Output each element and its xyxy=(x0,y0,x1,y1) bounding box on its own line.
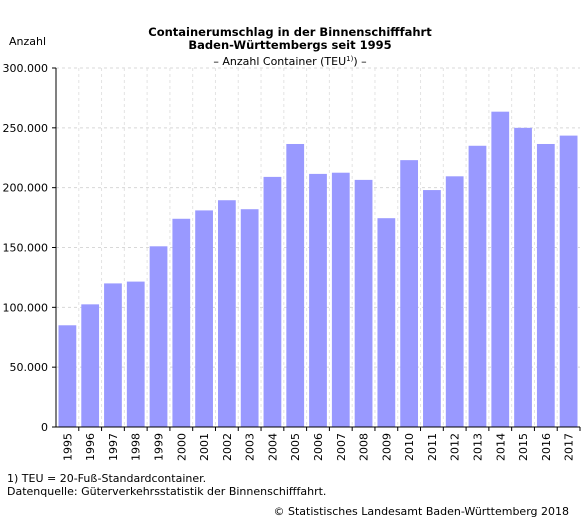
bar-2003 xyxy=(240,209,259,427)
bar-2012 xyxy=(445,176,464,427)
subtitle-footnote-mark: 1) xyxy=(346,55,354,63)
bars xyxy=(58,111,578,428)
footnote-source: Datenquelle: Güterverkehrsstatistik der … xyxy=(7,485,327,498)
bar-2000 xyxy=(172,218,191,427)
x-tick-label: 2004 xyxy=(266,433,279,461)
axes xyxy=(52,67,581,431)
y-tick-label: 200.000 xyxy=(3,182,49,195)
x-tick-label: 2010 xyxy=(403,433,416,461)
bar-1997 xyxy=(104,283,122,427)
y-tick-labels: 0 50.000 100.000 150.000 200.000 250.000 300.0… xyxy=(3,62,49,434)
x-tick-label: 1999 xyxy=(153,433,166,461)
copyright-notice: © Statistisches Landesamt Baden-Württemb… xyxy=(273,505,569,518)
bar-chart: 0 50.000 100.000 150.000 200.000 250.000 300.0… xyxy=(3,62,581,461)
bar-2002 xyxy=(217,200,236,427)
x-tick-label: 2015 xyxy=(517,433,530,461)
y-tick-label: 250.000 xyxy=(3,122,49,135)
y-axis-label: Anzahl xyxy=(9,35,47,48)
chart-title-line2: Baden-Württembergs seit 1995 xyxy=(188,38,392,52)
y-tick-label: 0 xyxy=(41,421,48,434)
x-tick-label: 2011 xyxy=(426,433,439,461)
x-tick-labels: 1995 1996 1997 1998 1999 2000 2001 2002 2003 2004… xyxy=(61,433,575,461)
bar-2015 xyxy=(514,127,532,427)
x-tick-label: 2014 xyxy=(494,433,507,461)
bar-2001 xyxy=(195,210,213,427)
x-tick-label: 2007 xyxy=(335,433,348,461)
x-tick-label: 2008 xyxy=(358,433,371,461)
subtitle-text: – Anzahl Container (TEU xyxy=(213,55,347,68)
y-tick-label: 100.000 xyxy=(3,301,49,314)
bar-1998 xyxy=(126,281,145,427)
x-tick-label: 1996 xyxy=(84,433,97,461)
bar-2005 xyxy=(286,143,305,427)
bar-2017 xyxy=(559,135,578,427)
x-tick-label: 2016 xyxy=(540,433,553,461)
x-tick-label: 2003 xyxy=(244,433,257,461)
footnote-teu: 1) TEU = 20-Fuß-Standardcontainer. xyxy=(7,472,207,485)
bar-2009 xyxy=(377,218,396,427)
x-tick-label: 2012 xyxy=(449,433,462,461)
x-tick-label: 2013 xyxy=(471,433,484,461)
bar-1999 xyxy=(149,246,168,427)
x-tick-label: 2005 xyxy=(289,433,302,461)
x-tick-label: 2009 xyxy=(380,433,393,461)
bar-1995 xyxy=(58,325,77,427)
x-tick-label: 1995 xyxy=(61,433,74,461)
bar-2010 xyxy=(400,160,419,428)
chart-title-line1: Containerumschlag in der Binnenschifffah… xyxy=(148,25,432,39)
bar-2004 xyxy=(263,176,282,427)
y-tick-label: 150.000 xyxy=(3,242,49,255)
bar-2006 xyxy=(309,173,327,427)
chart-subtitle: – Anzahl Container (TEU1)) – xyxy=(90,53,490,68)
bar-2016 xyxy=(536,143,555,427)
x-tick-label: 2001 xyxy=(198,433,211,461)
bar-2008 xyxy=(354,179,373,427)
x-tick-label: 2017 xyxy=(563,433,576,461)
bar-2011 xyxy=(423,190,441,427)
y-tick-label: 50.000 xyxy=(10,361,49,374)
x-tick-label: 2000 xyxy=(175,433,188,461)
x-tick-label: 1998 xyxy=(130,433,143,461)
subtitle-text-end: ) – xyxy=(353,55,367,68)
y-tick-label: 300.000 xyxy=(3,62,49,75)
bar-2013 xyxy=(468,145,487,428)
bar-2007 xyxy=(331,172,350,427)
x-tick-label: 1997 xyxy=(107,433,120,461)
bar-1996 xyxy=(81,304,100,427)
x-tick-label: 2006 xyxy=(312,433,325,461)
bar-2014 xyxy=(491,111,510,427)
x-tick-label: 2002 xyxy=(221,433,234,461)
